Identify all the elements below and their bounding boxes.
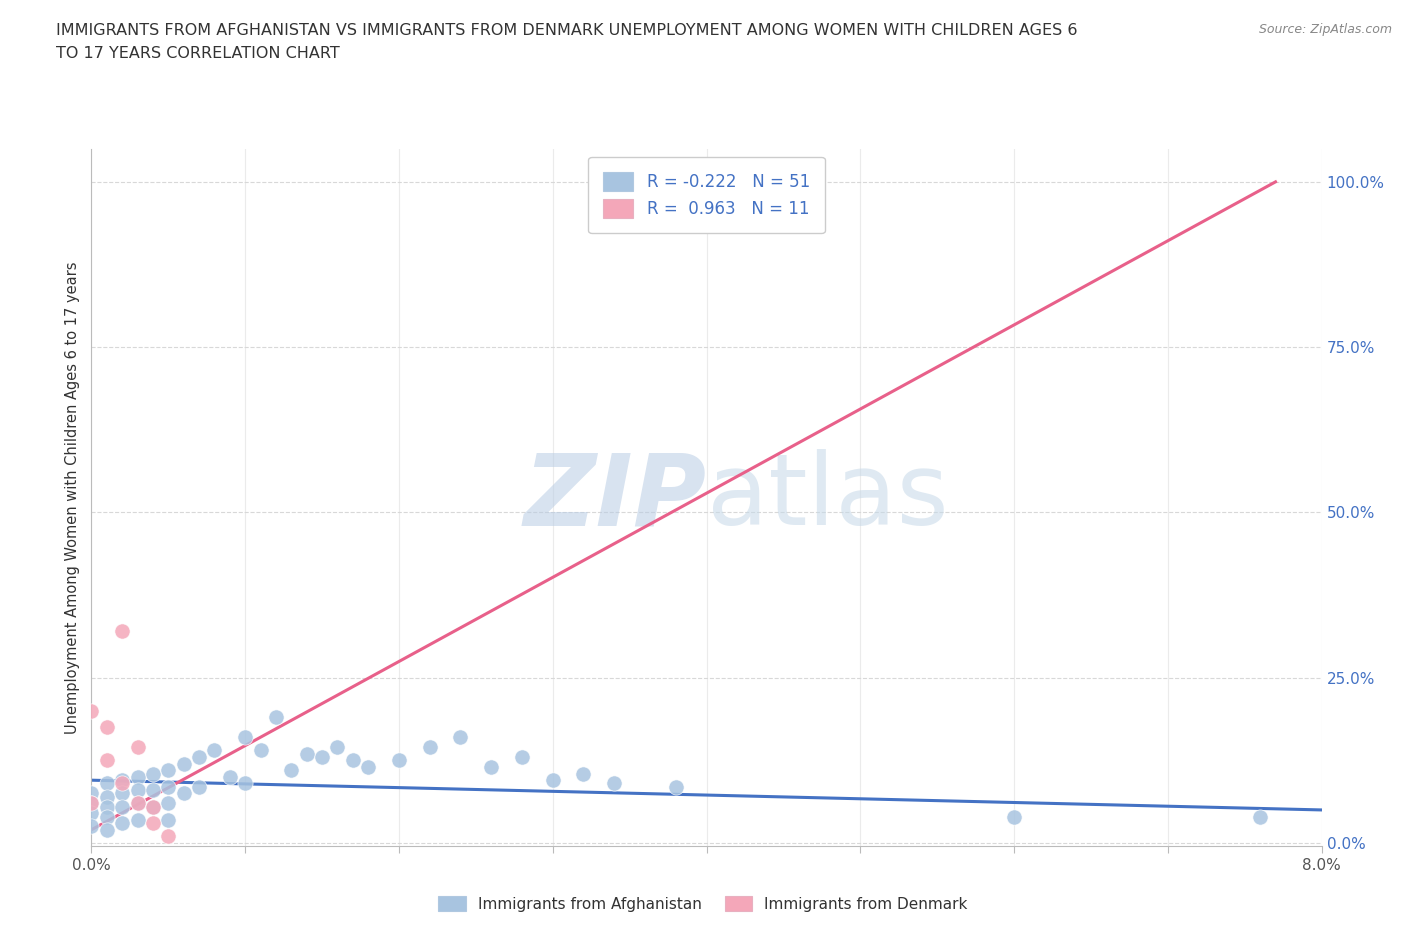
Point	[80, 805, 103, 820]
Point	[96, 776, 118, 790]
Point	[202, 743, 225, 758]
Point	[479, 760, 502, 775]
Point	[80, 786, 103, 801]
Point	[449, 730, 471, 745]
Point	[142, 799, 165, 814]
Point	[157, 813, 180, 828]
Point	[541, 773, 564, 788]
Point	[127, 739, 149, 754]
Point	[80, 703, 103, 718]
Legend: Immigrants from Afghanistan, Immigrants from Denmark: Immigrants from Afghanistan, Immigrants …	[432, 889, 974, 918]
Point	[295, 746, 318, 761]
Point	[388, 753, 411, 768]
Point	[157, 779, 180, 794]
Point	[80, 819, 103, 834]
Point	[111, 624, 134, 639]
Point	[127, 796, 149, 811]
Point	[1249, 809, 1271, 824]
Point	[96, 809, 118, 824]
Text: Source: ZipAtlas.com: Source: ZipAtlas.com	[1258, 23, 1392, 36]
Point	[96, 799, 118, 814]
Point	[326, 739, 349, 754]
Point	[142, 799, 165, 814]
Point	[280, 763, 302, 777]
Point	[157, 763, 180, 777]
Point	[80, 796, 103, 811]
Point	[127, 769, 149, 784]
Point	[142, 783, 165, 798]
Point	[264, 710, 287, 724]
Point	[111, 799, 134, 814]
Point	[173, 756, 195, 771]
Point	[249, 743, 271, 758]
Point	[357, 760, 380, 775]
Point	[96, 720, 118, 735]
Point	[419, 739, 441, 754]
Point	[311, 750, 333, 764]
Point	[233, 776, 256, 790]
Point	[173, 786, 195, 801]
Point	[218, 769, 240, 784]
Point	[665, 779, 688, 794]
Point	[111, 816, 134, 830]
Point	[142, 766, 165, 781]
Point	[510, 750, 533, 764]
Point	[111, 776, 134, 790]
Point	[572, 766, 595, 781]
Text: atlas: atlas	[706, 449, 948, 546]
Point	[111, 773, 134, 788]
Point	[342, 753, 364, 768]
Point	[157, 829, 180, 844]
Legend: R = -0.222   N = 51, R =  0.963   N = 11: R = -0.222 N = 51, R = 0.963 N = 11	[588, 157, 825, 233]
Point	[127, 796, 149, 811]
Text: IMMIGRANTS FROM AFGHANISTAN VS IMMIGRANTS FROM DENMARK UNEMPLOYMENT AMONG WOMEN : IMMIGRANTS FROM AFGHANISTAN VS IMMIGRANT…	[56, 23, 1078, 38]
Point	[603, 776, 626, 790]
Point	[1002, 809, 1025, 824]
Point	[157, 796, 180, 811]
Point	[188, 750, 211, 764]
Point	[233, 730, 256, 745]
Point	[96, 822, 118, 837]
Point	[80, 796, 103, 811]
Point	[127, 783, 149, 798]
Point	[111, 786, 134, 801]
Text: ZIP: ZIP	[523, 449, 706, 546]
Point	[96, 790, 118, 804]
Point	[127, 813, 149, 828]
Text: TO 17 YEARS CORRELATION CHART: TO 17 YEARS CORRELATION CHART	[56, 46, 340, 61]
Point	[188, 779, 211, 794]
Point	[96, 753, 118, 768]
Point	[142, 816, 165, 830]
Y-axis label: Unemployment Among Women with Children Ages 6 to 17 years: Unemployment Among Women with Children A…	[65, 261, 80, 734]
